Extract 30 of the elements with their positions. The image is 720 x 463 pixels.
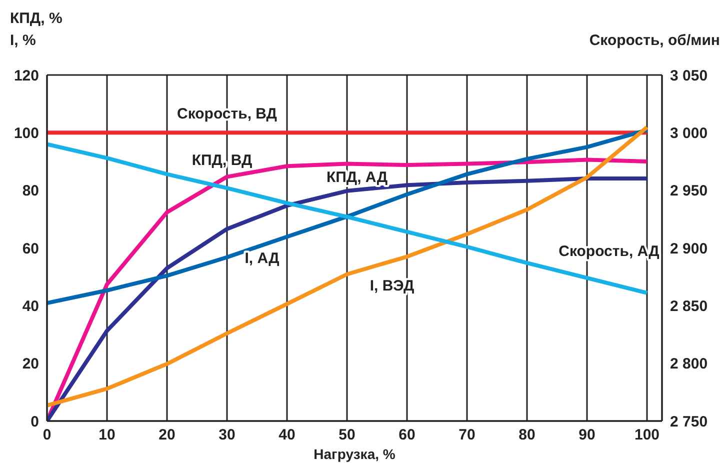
y-tick-label: 120 <box>14 67 39 84</box>
x-tick-label: 100 <box>634 426 660 444</box>
y-tick-label: 40 <box>22 298 39 315</box>
y2-tick-label: 2 950 <box>670 182 708 200</box>
x-tick-label: 40 <box>278 426 296 444</box>
series-label: КПД, ВД <box>192 152 252 169</box>
y-tick-label: 0 <box>30 413 39 430</box>
y-tick-label: 20 <box>22 356 39 373</box>
y2-tick-label: 2 900 <box>670 240 708 258</box>
y-tick-label: 100 <box>14 124 39 142</box>
x-tick-label: 20 <box>158 426 176 444</box>
x-tick-label: 70 <box>458 426 476 444</box>
y-tick-label: 60 <box>22 240 39 258</box>
x-tick-label: 60 <box>398 426 416 444</box>
y2-axis-title: Скорость, об/мин <box>589 32 720 49</box>
y2-tick-label: 2 750 <box>670 413 708 430</box>
x-axis-title: Нагрузка, % <box>314 446 396 462</box>
x-tick-label: 80 <box>518 426 536 444</box>
y2-tick-label: 2 850 <box>670 298 708 315</box>
x-tick-label: 30 <box>218 426 236 444</box>
y-axis-title: КПД, % I, % <box>10 10 62 49</box>
series-label: I, АД <box>244 250 280 267</box>
x-tick-label: 90 <box>578 426 596 444</box>
y2-tick-label: 3 000 <box>670 124 708 142</box>
x-tick-label: 10 <box>98 426 116 444</box>
y2-tick-label: 3 050 <box>670 67 708 84</box>
y-tick-label: 80 <box>22 182 39 200</box>
x-tick-label: 50 <box>338 426 356 444</box>
y2-tick-label: 2 800 <box>670 356 708 373</box>
x-tick-label: 0 <box>42 426 52 444</box>
